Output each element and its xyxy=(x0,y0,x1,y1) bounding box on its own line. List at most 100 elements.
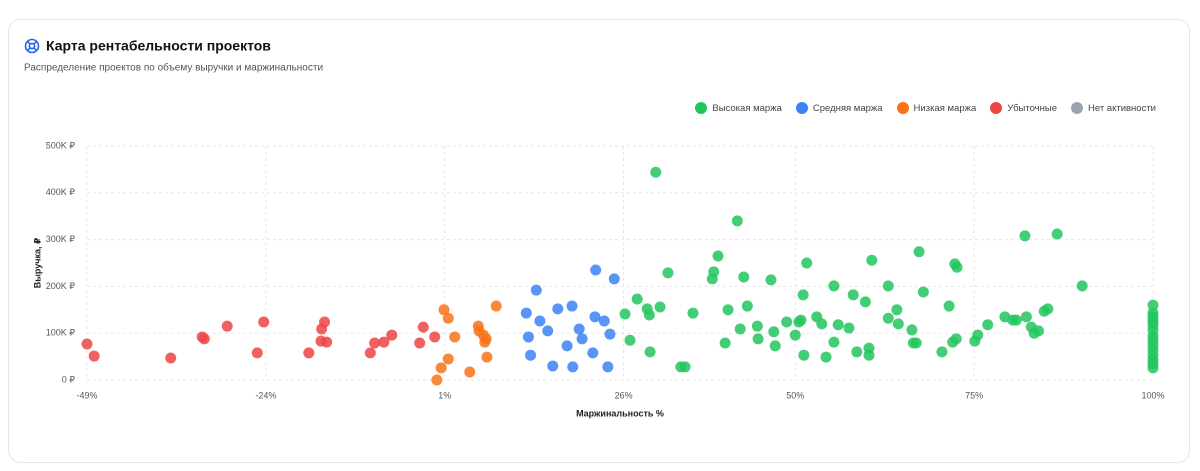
grid: 0 ₽ 100K ₽ 200K ₽ 300K ₽ 400K ₽ 500K ₽ -49% -24… xyxy=(46,140,1165,400)
title: Карта рентабельности проектов xyxy=(46,38,271,54)
point xyxy=(982,319,994,331)
y-tick-label: 500K ₽ xyxy=(46,140,76,150)
legend-swatch xyxy=(1070,102,1083,114)
point xyxy=(950,333,962,345)
point xyxy=(438,304,450,316)
point xyxy=(530,284,542,296)
legend-label: Убыточные xyxy=(1007,102,1057,114)
point xyxy=(687,307,699,319)
point xyxy=(589,311,601,323)
x-tick-label: 26% xyxy=(615,390,633,400)
point xyxy=(566,300,578,312)
point xyxy=(851,346,863,358)
point xyxy=(576,333,588,345)
point xyxy=(738,271,750,283)
point xyxy=(449,331,461,343)
y-tick-label: 100K ₽ xyxy=(46,328,76,338)
point xyxy=(165,352,177,364)
legend-item[interactable]: Низкая маржа xyxy=(896,102,977,114)
point xyxy=(364,347,376,359)
point xyxy=(781,316,793,328)
y-tick-label: 400K ₽ xyxy=(46,187,76,197)
point xyxy=(731,215,743,227)
point xyxy=(319,316,331,328)
point xyxy=(936,346,948,358)
point xyxy=(573,323,585,335)
point xyxy=(590,264,602,276)
point xyxy=(801,257,813,269)
point xyxy=(608,273,620,285)
point xyxy=(481,351,493,363)
card xyxy=(8,19,1190,463)
point xyxy=(431,374,443,386)
point xyxy=(561,340,573,352)
point xyxy=(1051,228,1063,240)
legend: Высокая маржа Средняя маржа Низкая маржа Уб… xyxy=(695,102,1156,114)
point xyxy=(891,304,903,316)
x-tick-label: 100% xyxy=(1141,390,1164,400)
point xyxy=(542,325,554,337)
point xyxy=(1020,311,1032,323)
point xyxy=(795,314,807,326)
point xyxy=(547,360,559,372)
point xyxy=(587,347,599,359)
point xyxy=(602,361,614,373)
point xyxy=(631,293,643,305)
legend-label: Низкая маржа xyxy=(913,102,977,114)
point xyxy=(843,322,855,334)
points xyxy=(81,166,1159,386)
point xyxy=(1010,314,1022,326)
point xyxy=(643,309,655,321)
point xyxy=(662,267,674,279)
point xyxy=(386,329,398,341)
legend-item[interactable]: Нет активности xyxy=(1070,102,1156,114)
point xyxy=(906,324,918,336)
point xyxy=(734,323,746,335)
point xyxy=(816,318,828,330)
point xyxy=(251,347,263,359)
point xyxy=(429,331,441,343)
subtitle: Распределение проектов по объему выручки… xyxy=(24,62,323,74)
point xyxy=(708,266,720,278)
point xyxy=(798,349,810,361)
point xyxy=(1042,303,1054,315)
legend-item[interactable]: Убыточные xyxy=(990,102,1057,114)
legend-swatch xyxy=(795,102,808,114)
point xyxy=(972,329,984,341)
point xyxy=(951,261,963,273)
point xyxy=(1033,325,1045,337)
point xyxy=(414,337,426,349)
y-tick-label: 300K ₽ xyxy=(46,234,76,244)
point xyxy=(863,349,875,361)
point xyxy=(913,246,925,258)
point xyxy=(882,280,894,292)
x-tick-label: -24% xyxy=(255,390,276,400)
legend-item[interactable]: Высокая маржа xyxy=(695,102,782,114)
point xyxy=(442,312,454,324)
title-icon xyxy=(24,38,40,54)
point xyxy=(789,329,801,341)
x-tick-label: 50% xyxy=(786,390,804,400)
point xyxy=(81,338,93,350)
point xyxy=(258,316,270,328)
x-tick-label: 75% xyxy=(965,390,983,400)
point xyxy=(943,300,955,312)
point xyxy=(832,319,844,331)
point xyxy=(1076,280,1088,292)
y-axis-label: Выручка, ₽ xyxy=(32,238,42,289)
point xyxy=(522,331,534,343)
point xyxy=(604,328,616,340)
point xyxy=(644,346,656,358)
point xyxy=(751,320,763,332)
point xyxy=(1147,362,1159,374)
point xyxy=(417,321,429,333)
point xyxy=(797,289,809,301)
point xyxy=(820,351,832,363)
point xyxy=(828,336,840,348)
point xyxy=(765,274,777,286)
legend-item[interactable]: Средняя маржа xyxy=(795,102,883,114)
point xyxy=(321,336,333,348)
point xyxy=(712,250,724,262)
point xyxy=(719,337,731,349)
